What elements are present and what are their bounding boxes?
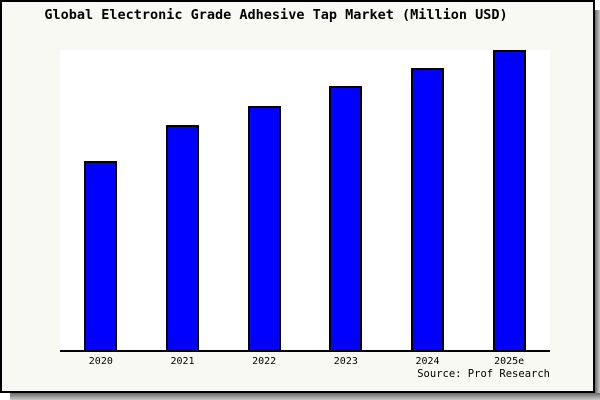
x-tick-label-2022: 2022 bbox=[252, 356, 277, 367]
chart-title: Global Electronic Grade Adhesive Tap Mar… bbox=[44, 7, 508, 23]
x-axis-ticks: 2020 2021 2022 2023 2024 2025e bbox=[60, 356, 550, 369]
plot-area bbox=[60, 50, 550, 352]
source-credit: Source: Prof Research bbox=[417, 368, 550, 380]
x-tick-label-2020: 2020 bbox=[88, 356, 113, 367]
x-tick-label-2023: 2023 bbox=[333, 356, 358, 367]
bar-2020 bbox=[84, 161, 118, 350]
bar-2025e bbox=[492, 50, 526, 350]
drop-shadow-bottom bbox=[10, 393, 600, 400]
bar-2021 bbox=[166, 125, 199, 350]
drop-shadow-right bbox=[595, 10, 600, 393]
bar-2024 bbox=[411, 68, 444, 350]
bar-2023 bbox=[329, 86, 363, 350]
x-tick-label-2024: 2024 bbox=[415, 356, 440, 367]
bar-2022 bbox=[247, 106, 281, 350]
x-tick-label-2025e: 2025e bbox=[494, 356, 525, 367]
x-tick-label-2021: 2021 bbox=[170, 356, 195, 367]
